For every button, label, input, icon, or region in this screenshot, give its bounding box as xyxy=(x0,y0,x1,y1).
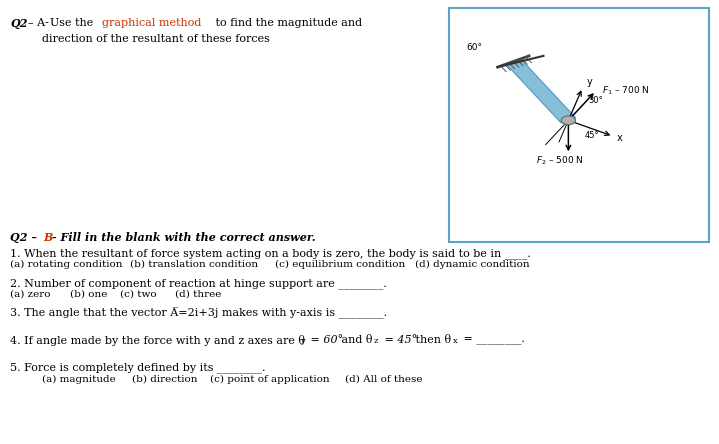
Text: (d) three: (d) three xyxy=(175,290,221,299)
Text: (a) rotating condition: (a) rotating condition xyxy=(10,260,122,269)
Text: (c) two: (c) two xyxy=(120,290,157,299)
Text: = 60°: = 60° xyxy=(307,335,343,345)
Text: $F_1$ – 700 N: $F_1$ – 700 N xyxy=(602,84,649,97)
Text: Q2: Q2 xyxy=(10,18,27,29)
Text: and θ: and θ xyxy=(338,335,372,345)
Text: $F_2$ – 500 N: $F_2$ – 500 N xyxy=(536,154,584,166)
Text: (c) point of application: (c) point of application xyxy=(210,375,329,384)
Circle shape xyxy=(562,116,575,125)
Text: (d) All of these: (d) All of these xyxy=(345,375,423,384)
Text: x: x xyxy=(617,133,623,143)
Text: Q2 –: Q2 – xyxy=(10,232,41,243)
Text: y: y xyxy=(586,77,592,87)
Text: (b) one: (b) one xyxy=(70,290,107,299)
Text: (d) dynamic condition: (d) dynamic condition xyxy=(415,260,530,269)
FancyBboxPatch shape xyxy=(449,8,709,242)
Text: 45°: 45° xyxy=(585,131,599,140)
Text: - Fill in the blank with the correct answer.: - Fill in the blank with the correct ans… xyxy=(52,232,316,243)
Text: 4. If angle made by the force with y and z axes are θ: 4. If angle made by the force with y and… xyxy=(10,335,305,346)
Text: 5. Force is completely defined by its ________.: 5. Force is completely defined by its __… xyxy=(10,362,265,373)
Text: x: x xyxy=(453,337,458,345)
Text: (b) direction: (b) direction xyxy=(132,375,198,384)
Text: 30°: 30° xyxy=(588,96,603,105)
Text: 1. When the resultant of force system acting on a body is zero, the body is said: 1. When the resultant of force system ac… xyxy=(10,248,531,259)
Polygon shape xyxy=(506,59,576,123)
Text: 2. Number of component of reaction at hinge support are ________.: 2. Number of component of reaction at hi… xyxy=(10,278,387,289)
Text: 60°: 60° xyxy=(467,43,482,52)
Text: graphical method: graphical method xyxy=(102,18,201,28)
Text: then θ: then θ xyxy=(412,335,451,345)
Text: – A-: – A- xyxy=(28,18,52,28)
Text: to find the magnitude and: to find the magnitude and xyxy=(212,18,362,28)
Text: direction of the resultant of these forces: direction of the resultant of these forc… xyxy=(42,34,270,44)
Text: = ________.: = ________. xyxy=(460,335,525,345)
Text: 3. The angle that the vector A̅=2i+3j makes with y-axis is ________.: 3. The angle that the vector A̅=2i+3j ma… xyxy=(10,308,387,319)
Text: (c) equilibrium condition: (c) equilibrium condition xyxy=(275,260,406,269)
Text: (a) magnitude: (a) magnitude xyxy=(42,375,116,384)
Text: (b) translation condition: (b) translation condition xyxy=(130,260,258,269)
Text: y: y xyxy=(300,337,305,345)
Text: = 45°: = 45° xyxy=(381,335,417,345)
Text: B: B xyxy=(43,232,52,243)
Text: (a) zero: (a) zero xyxy=(10,290,50,299)
Text: z: z xyxy=(374,337,378,345)
Text: Use the: Use the xyxy=(50,18,97,28)
